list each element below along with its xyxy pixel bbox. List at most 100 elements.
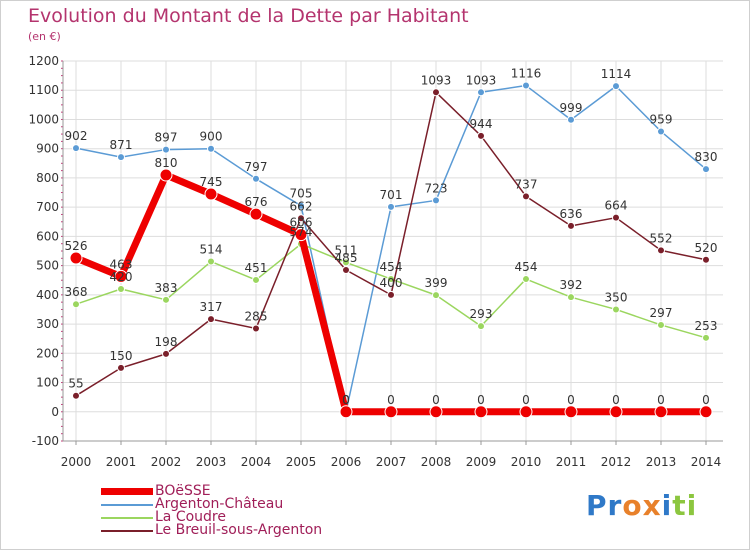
data-label: 0 xyxy=(342,393,350,407)
x-tick-label: 2006 xyxy=(331,455,362,469)
data-label: 253 xyxy=(695,319,718,333)
y-tick-label: 0 xyxy=(51,405,59,419)
data-label: 897 xyxy=(155,131,178,145)
x-tick-label: 2012 xyxy=(601,455,632,469)
data-point xyxy=(252,174,260,183)
data-point xyxy=(159,168,173,182)
data-label: 0 xyxy=(477,393,485,407)
data-point xyxy=(207,257,215,266)
x-tick-label: 2013 xyxy=(646,455,677,469)
data-label: 392 xyxy=(560,278,583,292)
y-tick-label: 500 xyxy=(36,259,59,273)
data-point xyxy=(117,153,125,162)
data-point xyxy=(252,324,260,333)
y-tick-label: 600 xyxy=(36,229,59,243)
data-point xyxy=(72,391,80,400)
data-point xyxy=(432,88,440,97)
data-point xyxy=(657,320,665,329)
data-point xyxy=(702,165,710,174)
data-label: 1114 xyxy=(601,67,632,81)
data-label: 797 xyxy=(245,160,268,174)
data-label: 451 xyxy=(245,261,268,275)
data-point xyxy=(384,405,398,419)
data-point xyxy=(477,322,485,331)
data-point xyxy=(609,405,623,419)
data-point xyxy=(339,405,353,419)
data-label: 514 xyxy=(200,243,223,257)
data-label: 0 xyxy=(432,393,440,407)
data-label: 944 xyxy=(470,117,493,131)
data-label: 454 xyxy=(515,260,538,274)
x-tick-label: 2010 xyxy=(511,455,542,469)
data-label: 399 xyxy=(425,276,448,290)
data-point xyxy=(162,145,170,154)
data-point xyxy=(117,363,125,372)
x-tick-label: 2011 xyxy=(556,455,587,469)
data-point xyxy=(117,285,125,293)
data-label: 0 xyxy=(657,393,665,407)
data-label: 959 xyxy=(650,112,673,126)
legend-label-argenton-chateau: Argenton-Château xyxy=(155,496,284,512)
data-label: 701 xyxy=(380,188,403,202)
data-label: 723 xyxy=(425,181,448,195)
data-label: 350 xyxy=(605,290,628,304)
data-label: 511 xyxy=(335,243,358,257)
plot-area xyxy=(63,61,723,441)
data-point xyxy=(429,405,443,419)
data-label: 198 xyxy=(155,335,178,349)
x-tick-label: 2000 xyxy=(61,455,92,469)
data-point xyxy=(612,305,620,314)
data-label: 900 xyxy=(200,130,223,144)
data-point xyxy=(567,221,575,230)
y-tick-label: 400 xyxy=(36,288,59,302)
data-point xyxy=(297,214,305,223)
data-label: 1116 xyxy=(511,67,542,81)
data-label: 463 xyxy=(110,257,133,271)
data-point xyxy=(522,275,530,284)
data-point xyxy=(702,255,710,264)
y-tick-label: 1100 xyxy=(28,83,59,97)
data-point xyxy=(72,144,80,153)
data-point xyxy=(474,405,488,419)
x-tick-label: 2014 xyxy=(691,455,722,469)
x-tick-label: 2008 xyxy=(421,455,452,469)
data-label: 0 xyxy=(342,393,350,407)
data-label: 636 xyxy=(560,207,583,221)
data-label: 871 xyxy=(110,138,133,152)
data-point xyxy=(432,196,440,205)
legend-label-boesse: BOëSSE xyxy=(155,483,211,499)
data-point xyxy=(522,81,530,90)
y-tick-label: 1200 xyxy=(28,54,59,68)
data-label: 526 xyxy=(65,239,88,253)
data-label: 830 xyxy=(695,150,718,164)
x-tick-label: 2005 xyxy=(286,455,317,469)
data-label: 383 xyxy=(155,281,178,295)
data-point xyxy=(567,115,575,124)
data-point xyxy=(207,144,215,153)
y-tick-label: 1000 xyxy=(28,112,59,126)
data-label: 55 xyxy=(68,377,83,391)
data-point xyxy=(522,192,530,201)
legend-label-le-breuil: Le Breuil-sous-Argenton xyxy=(155,522,323,538)
data-label: 293 xyxy=(470,307,493,321)
logo-letter: i xyxy=(686,489,698,522)
y-tick-label: 800 xyxy=(36,171,59,185)
logo-letter: i xyxy=(661,489,673,522)
data-point xyxy=(387,202,395,211)
logo-letter: x xyxy=(642,489,662,522)
data-point xyxy=(567,293,575,302)
logo-letter: r xyxy=(607,489,623,522)
data-point xyxy=(249,207,263,221)
data-label: 297 xyxy=(650,306,673,320)
x-tick-label: 2002 xyxy=(151,455,182,469)
data-label: 150 xyxy=(110,349,133,363)
data-label: 662 xyxy=(290,199,313,213)
y-tick-label: 700 xyxy=(36,200,59,214)
x-tick-label: 2004 xyxy=(241,455,272,469)
logo-letter: P xyxy=(586,489,608,522)
legend-swatch-la-coudre xyxy=(101,517,153,519)
data-point xyxy=(342,258,350,267)
data-point xyxy=(72,300,80,309)
